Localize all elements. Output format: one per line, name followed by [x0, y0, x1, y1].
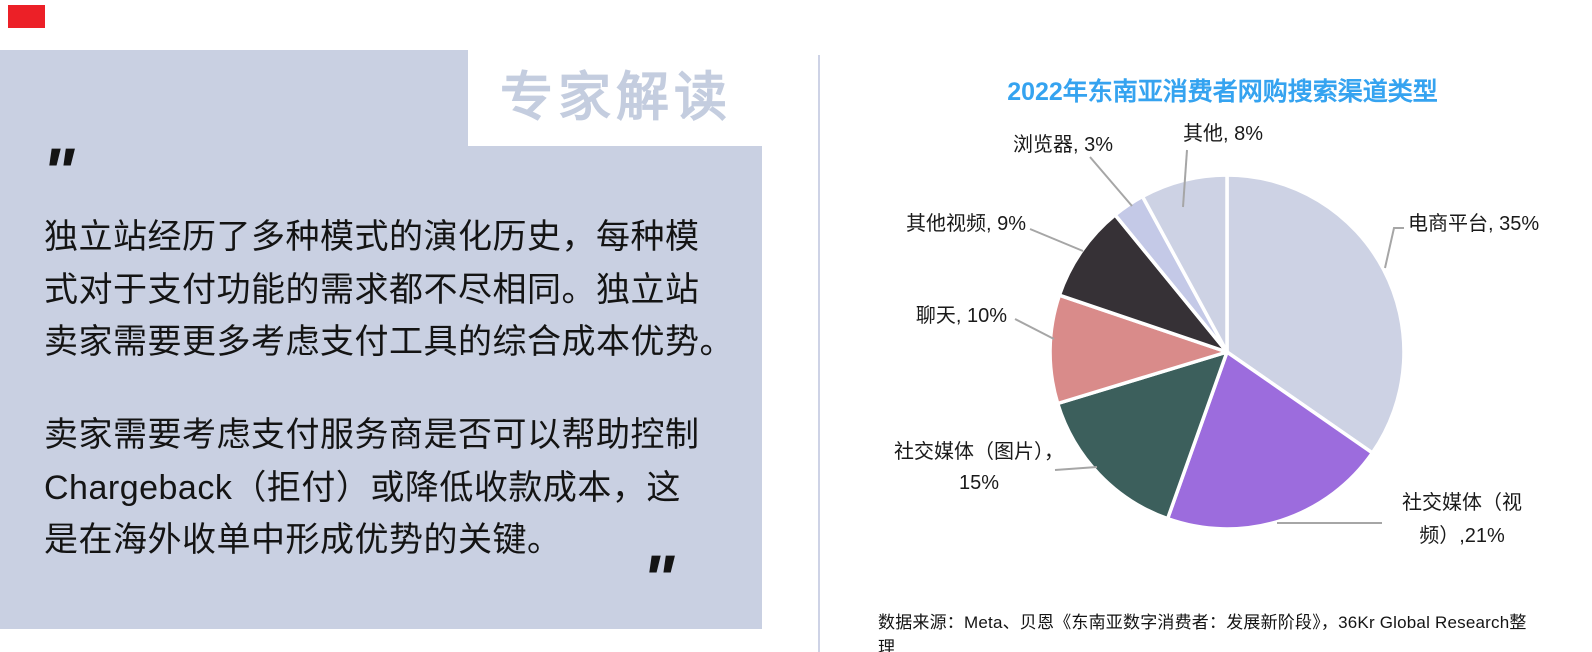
pie-slice-社交媒体（图片）	[1055, 350, 1229, 521]
expert-panel: 专家解读 " 独立站经历了多种模式的演化历史，每种模 式对于支付功能的需求都不尽…	[0, 50, 762, 629]
slice-label-其他视频: 其他视频, 9%	[906, 212, 1026, 235]
slice-label-社交媒体（图片）: 社交媒体（图片）， 15%	[894, 440, 1064, 494]
leader-line-聊天	[1014, 318, 1055, 340]
leader-line-电商平台	[1384, 227, 1404, 269]
pie-slice-其他	[1140, 173, 1229, 354]
chart-title: 2022年东南亚消费者网购搜索渠道类型	[1007, 78, 1438, 106]
open-quote-mark: "	[42, 134, 74, 210]
slice-label-聊天: 聊天, 10%	[916, 304, 1007, 327]
slice-label-社交媒体（视频）: 社交媒体（视频）,21%	[1402, 491, 1522, 547]
pie-slice-社交媒体（视频）	[1165, 350, 1375, 531]
red-corner-mark	[8, 5, 45, 28]
vertical-divider	[818, 55, 820, 652]
slice-label-浏览器: 浏览器, 3%	[1013, 133, 1113, 156]
data-source-note: 数据来源：Meta、贝恩《东南亚数字消费者：发展新阶段》，36Kr Global…	[878, 613, 1527, 652]
panel-title: 专家解读	[500, 68, 732, 127]
panel-title-notch: 专家解读	[468, 50, 762, 146]
expert-paragraph-1: 独立站经历了多种模式的演化历史，每种模 式对于支付功能的需求都不尽相同。独立站 …	[44, 218, 734, 361]
slice-label-其他: 其他, 8%	[1183, 122, 1263, 145]
slice-label-电商平台: 电商平台, 35%	[1408, 212, 1539, 235]
pie-slice-电商平台	[1225, 173, 1406, 455]
pie-slice-聊天	[1048, 293, 1229, 406]
expert-paragraph-2: 卖家需要考虑支付服务商是否可以帮助控制 Chargeback（拒付）或降低收款成…	[44, 416, 700, 559]
leader-line-其他	[1182, 149, 1188, 208]
leader-line-浏览器	[1089, 156, 1133, 207]
close-quote-mark: "	[642, 541, 674, 617]
leader-line-其他视频	[1029, 228, 1084, 252]
leader-line-社交媒体（图片）	[1054, 466, 1098, 471]
